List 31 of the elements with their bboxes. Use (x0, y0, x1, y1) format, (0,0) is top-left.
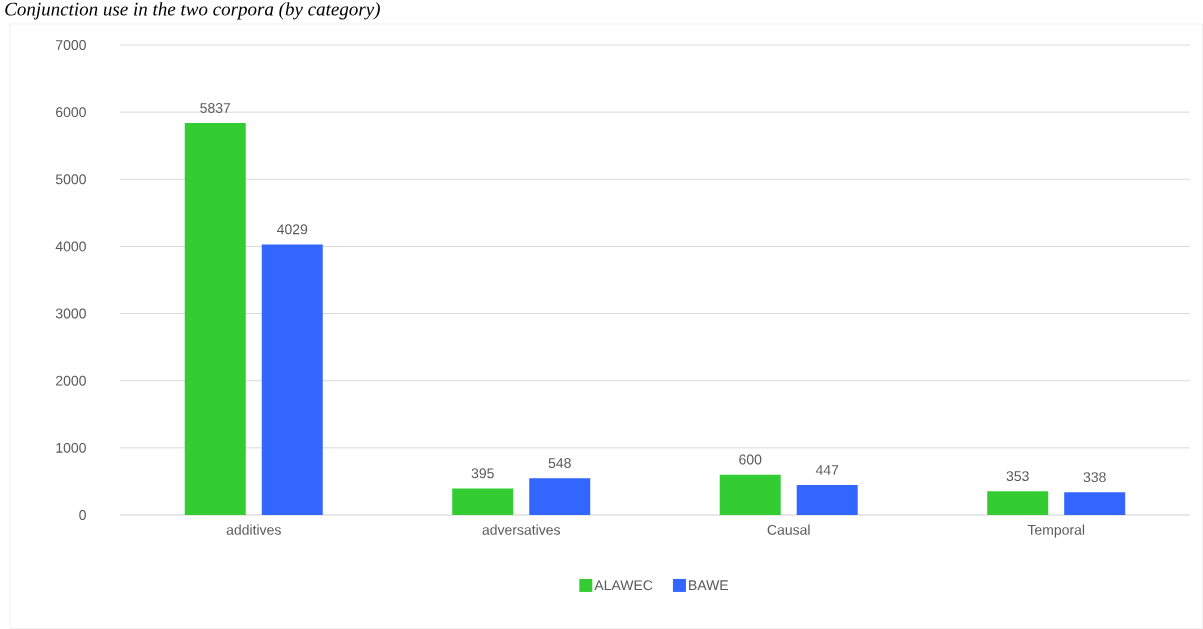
y-tick-label: 4000 (55, 241, 86, 252)
bar (261, 244, 323, 515)
legend-label: ALAWEC (594, 580, 653, 591)
data-label: 447 (815, 465, 839, 475)
data-label: 353 (1006, 471, 1029, 482)
data-label: 600 (739, 454, 762, 465)
bar (796, 484, 858, 515)
bar (184, 123, 246, 515)
data-label: 548 (548, 458, 571, 469)
y-tick-label: 6000 (56, 107, 86, 118)
bar (719, 474, 781, 515)
y-tick-label: 3000 (55, 308, 86, 319)
y-tick-label: 0 (79, 510, 86, 520)
data-label: 5837 (200, 102, 231, 113)
x-tick-label: Temporal (1027, 524, 1085, 538)
bar (987, 491, 1049, 515)
x-tick-label: Causal (767, 524, 810, 535)
y-tick-label: 5000 (55, 174, 86, 185)
x-tick-label: adversatives (482, 524, 561, 535)
y-tick-label: 1000 (56, 442, 86, 453)
bar (529, 478, 591, 515)
data-label: 338 (1083, 472, 1106, 483)
x-tick-label: additives (226, 524, 281, 535)
data-label: 4029 (276, 224, 308, 235)
bar (452, 488, 514, 515)
chart-title: Conjunction use in the two corpora (by category) (5, 2, 380, 20)
bar (1064, 492, 1126, 515)
data-label: 395 (471, 468, 494, 479)
y-tick-label: 2000 (56, 375, 86, 386)
y-tick-label: 7000 (56, 40, 86, 50)
legend-label: BAWE (689, 580, 729, 590)
